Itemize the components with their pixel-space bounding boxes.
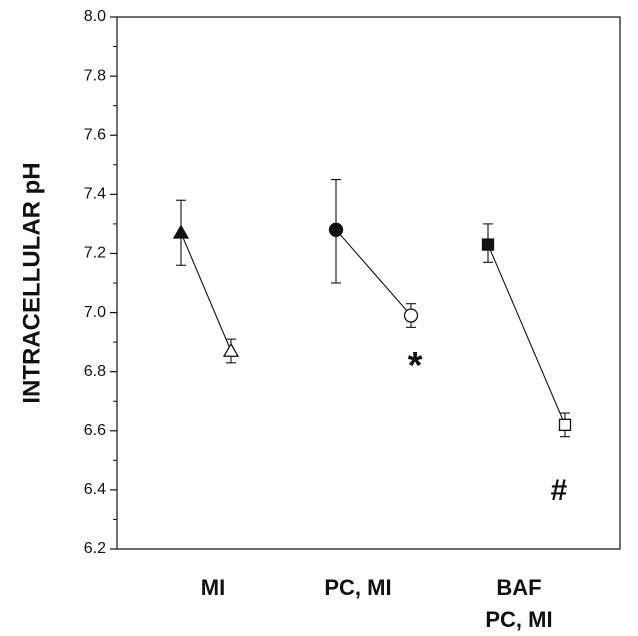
category-label-baf-pc-mi: PC, MI [485, 607, 552, 632]
y-axis-label: INTRACELLULAR pH [18, 162, 45, 403]
connector-line [487, 244, 566, 426]
category-labels: MI PC, MI BAF PC, MI [201, 575, 553, 632]
open-square-marker [558, 418, 572, 432]
data-group-mi [172, 199, 240, 364]
y-tick-label: 7.0 [84, 304, 106, 321]
y-tick-label: 7.4 [84, 186, 106, 203]
y-tick-label: 6.6 [84, 422, 106, 439]
y-axis: 6.2 6.4 6.6 6.8 7.0 7.2 7.4 7.6 7.8 8.0 [84, 8, 117, 557]
plot-frame [116, 16, 621, 550]
filled-square-marker [481, 238, 495, 251]
significance-annotation: # [551, 474, 568, 507]
connector-line [180, 232, 232, 352]
y-tick-label: 6.2 [84, 540, 106, 557]
y-tick-label: 6.8 [84, 363, 106, 380]
category-label-baf-pc-mi: BAF [496, 575, 541, 600]
category-label-pc-mi: PC, MI [324, 575, 391, 600]
data-group-baf-pc-mi: # [481, 223, 572, 507]
y-tick-label: 7.8 [84, 67, 106, 84]
filled-circle-marker [328, 222, 344, 237]
significance-annotation: * [408, 345, 423, 387]
y-tick-label: 7.6 [84, 126, 106, 143]
connector-line [335, 229, 412, 316]
open-triangle-marker [222, 342, 240, 357]
y-tick-label: 7.2 [84, 245, 106, 262]
open-circle-marker [403, 308, 419, 323]
filled-triangle-marker [172, 224, 190, 239]
y-tick-label: 8.0 [84, 8, 106, 25]
category-label-mi: MI [201, 575, 225, 600]
data-group-pc-mi: * [328, 179, 423, 387]
y-tick-label: 6.4 [84, 481, 106, 498]
data-marks: *# [172, 179, 572, 507]
